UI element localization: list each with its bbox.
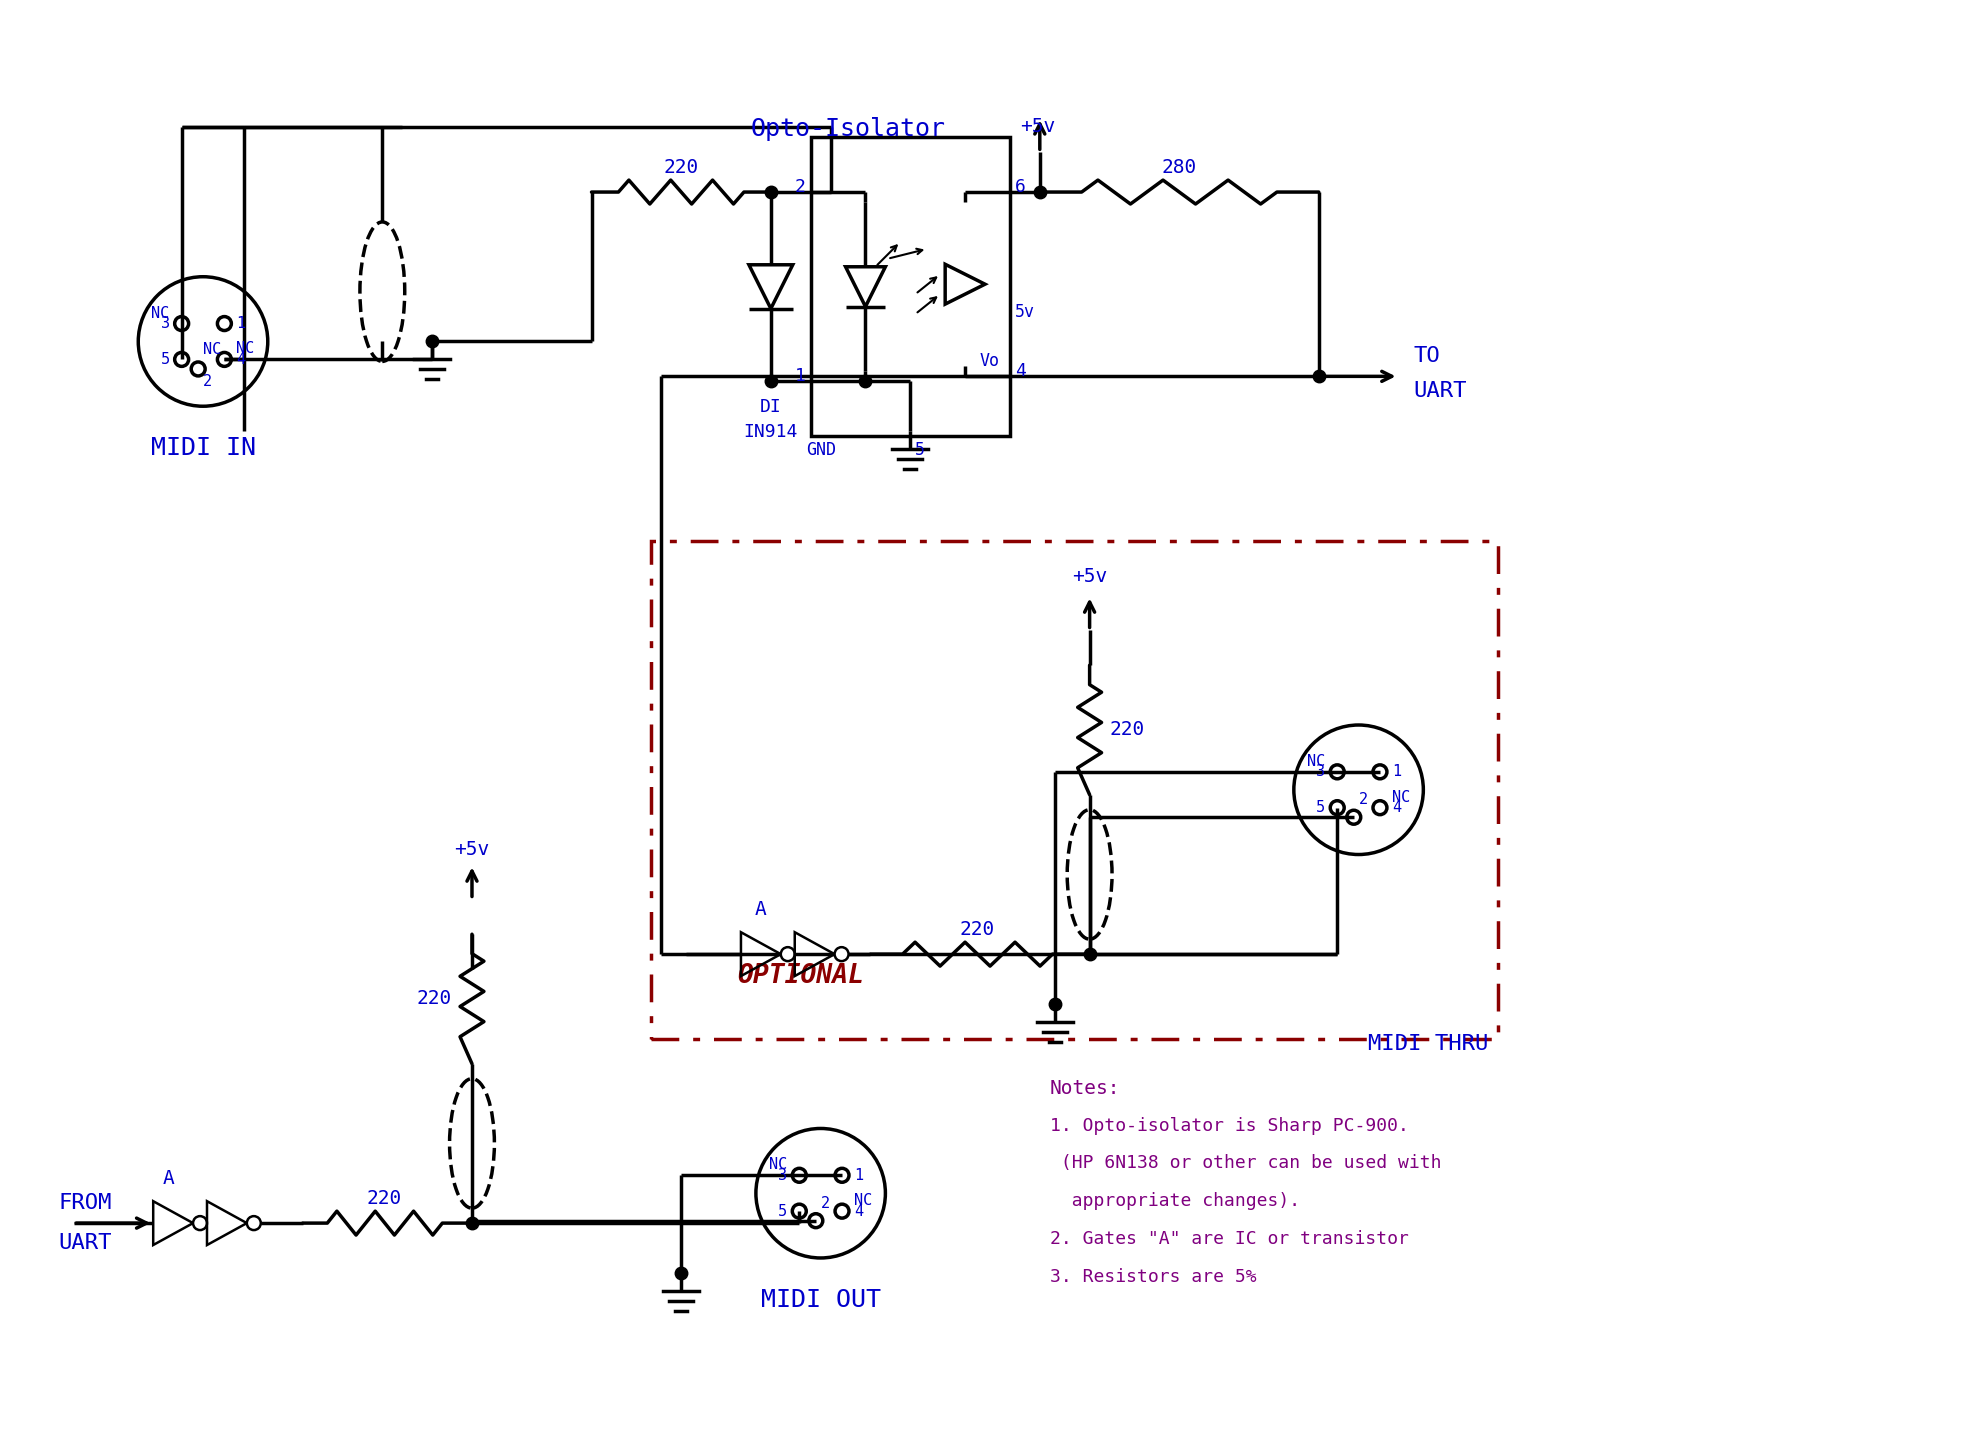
Text: 280: 280	[1162, 159, 1196, 178]
Text: 220: 220	[1109, 721, 1144, 740]
Text: 1: 1	[853, 1168, 863, 1182]
Text: 2: 2	[1358, 792, 1368, 807]
Text: 4: 4	[1392, 801, 1402, 815]
Text: 6: 6	[1016, 178, 1026, 197]
Text: TO: TO	[1414, 347, 1439, 367]
Text: +5v: +5v	[453, 840, 489, 859]
Bar	[651, 540, 1499, 1038]
Circle shape	[194, 1216, 208, 1230]
Text: 2: 2	[822, 1195, 830, 1211]
Text: 1: 1	[794, 367, 806, 386]
Text: 220: 220	[663, 159, 699, 178]
Text: 4: 4	[853, 1204, 863, 1219]
Text: Notes:: Notes:	[1049, 1079, 1121, 1098]
Circle shape	[780, 948, 794, 961]
Text: GND: GND	[806, 441, 836, 459]
Text: 3: 3	[1317, 764, 1325, 779]
Text: 3: 3	[160, 316, 170, 331]
Text: MIDI IN: MIDI IN	[150, 437, 255, 460]
Text: OPTIONAL: OPTIONAL	[737, 962, 863, 989]
Text: 4: 4	[236, 352, 246, 367]
Text: 2. Gates "A" are IC or transistor: 2. Gates "A" are IC or transistor	[1049, 1230, 1408, 1248]
Text: NC: NC	[150, 306, 170, 320]
Text: NC: NC	[236, 342, 255, 357]
Text: 5: 5	[160, 352, 170, 367]
Text: 220: 220	[418, 990, 451, 1009]
Text: A: A	[754, 900, 766, 919]
Text: 1. Opto-isolator is Sharp PC-900.: 1. Opto-isolator is Sharp PC-900.	[1049, 1117, 1408, 1134]
Text: 1: 1	[236, 316, 246, 331]
Text: 5: 5	[1317, 801, 1325, 815]
Text: appropriate changes).: appropriate changes).	[1049, 1192, 1301, 1210]
Text: 2: 2	[794, 178, 806, 197]
Text: 5v: 5v	[1016, 303, 1036, 320]
Text: UART: UART	[59, 1233, 113, 1254]
Bar	[810, 137, 1010, 437]
Text: 220: 220	[960, 920, 994, 939]
Text: Opto-Isolator: Opto-Isolator	[750, 118, 946, 141]
Text: MIDI OUT: MIDI OUT	[760, 1289, 881, 1312]
Text: Vo: Vo	[980, 352, 1000, 370]
Text: MIDI THRU: MIDI THRU	[1368, 1034, 1489, 1054]
Text: 220: 220	[366, 1190, 402, 1208]
Text: +5v: +5v	[1020, 118, 1055, 137]
Text: NC: NC	[1392, 789, 1410, 805]
Text: NC: NC	[853, 1194, 873, 1208]
Circle shape	[836, 948, 849, 961]
Text: NC: NC	[204, 342, 222, 357]
Text: 3. Resistors are 5%: 3. Resistors are 5%	[1049, 1268, 1257, 1286]
Text: 2: 2	[204, 374, 212, 389]
Text: 1: 1	[1392, 764, 1402, 779]
Text: 3: 3	[778, 1168, 788, 1182]
Text: 5: 5	[915, 441, 925, 459]
Text: FROM: FROM	[59, 1192, 113, 1213]
Text: 5: 5	[778, 1204, 788, 1219]
Circle shape	[248, 1216, 261, 1230]
Text: IN914: IN914	[744, 424, 798, 441]
Text: NC: NC	[1307, 754, 1325, 769]
Text: NC: NC	[768, 1158, 788, 1172]
Text: UART: UART	[1414, 381, 1467, 402]
Text: +5v: +5v	[1071, 566, 1107, 585]
Text: (HP 6N138 or other can be used with: (HP 6N138 or other can be used with	[1049, 1155, 1441, 1172]
Text: DI: DI	[760, 397, 782, 416]
Text: 4: 4	[1016, 363, 1026, 380]
Text: A: A	[162, 1169, 174, 1188]
